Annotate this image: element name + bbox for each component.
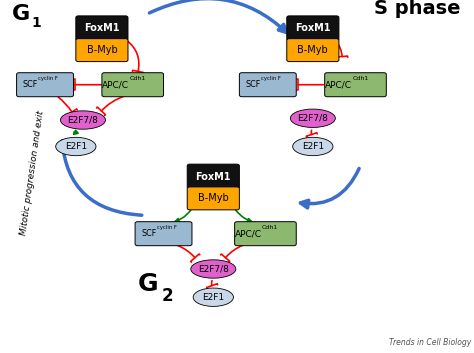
Text: E2F1: E2F1 bbox=[65, 142, 87, 151]
Text: B-Myb: B-Myb bbox=[298, 45, 328, 55]
Text: E2F1: E2F1 bbox=[302, 142, 324, 151]
FancyBboxPatch shape bbox=[187, 187, 239, 210]
Text: S phase: S phase bbox=[374, 0, 461, 18]
Text: cyclin F: cyclin F bbox=[157, 225, 177, 229]
FancyBboxPatch shape bbox=[287, 38, 339, 61]
Text: E2F1: E2F1 bbox=[202, 293, 224, 302]
Ellipse shape bbox=[290, 109, 336, 127]
FancyBboxPatch shape bbox=[76, 38, 128, 61]
Text: APC/C: APC/C bbox=[325, 80, 352, 89]
Text: APC/C: APC/C bbox=[235, 229, 262, 238]
FancyBboxPatch shape bbox=[187, 164, 239, 189]
Text: FoxM1: FoxM1 bbox=[295, 23, 330, 33]
FancyBboxPatch shape bbox=[325, 73, 386, 97]
FancyBboxPatch shape bbox=[76, 16, 128, 41]
Text: G: G bbox=[137, 272, 158, 296]
Text: B-Myb: B-Myb bbox=[87, 45, 117, 55]
FancyBboxPatch shape bbox=[102, 73, 164, 97]
Text: SCF: SCF bbox=[23, 80, 38, 89]
Text: FoxM1: FoxM1 bbox=[84, 23, 119, 33]
Ellipse shape bbox=[56, 137, 96, 156]
Ellipse shape bbox=[193, 288, 233, 306]
Text: Cdh1: Cdh1 bbox=[262, 225, 278, 229]
Text: 2: 2 bbox=[161, 287, 173, 305]
Text: E2F7/8: E2F7/8 bbox=[198, 264, 229, 274]
FancyBboxPatch shape bbox=[239, 73, 296, 97]
Ellipse shape bbox=[293, 137, 333, 156]
Text: Cdh1: Cdh1 bbox=[129, 76, 146, 80]
FancyBboxPatch shape bbox=[287, 16, 339, 41]
Text: G: G bbox=[12, 4, 30, 24]
Ellipse shape bbox=[60, 111, 105, 129]
Text: cyclin F: cyclin F bbox=[38, 76, 58, 80]
Text: APC/C: APC/C bbox=[102, 80, 129, 89]
Text: FoxM1: FoxM1 bbox=[196, 172, 231, 181]
Text: 1: 1 bbox=[32, 16, 42, 30]
Ellipse shape bbox=[191, 260, 236, 278]
Text: SCF: SCF bbox=[141, 229, 156, 238]
Text: E2F7/8: E2F7/8 bbox=[67, 115, 99, 125]
Text: B-Myb: B-Myb bbox=[198, 193, 228, 203]
Text: Cdh1: Cdh1 bbox=[352, 76, 368, 80]
Text: Trends in Cell Biology: Trends in Cell Biology bbox=[389, 338, 471, 347]
Text: E2F7/8: E2F7/8 bbox=[297, 114, 328, 123]
Text: cyclin F: cyclin F bbox=[261, 76, 281, 80]
Text: SCF: SCF bbox=[246, 80, 261, 89]
FancyBboxPatch shape bbox=[235, 222, 296, 246]
Text: Mitotic progression and exit: Mitotic progression and exit bbox=[19, 110, 46, 236]
FancyBboxPatch shape bbox=[17, 73, 73, 97]
FancyBboxPatch shape bbox=[135, 222, 192, 246]
